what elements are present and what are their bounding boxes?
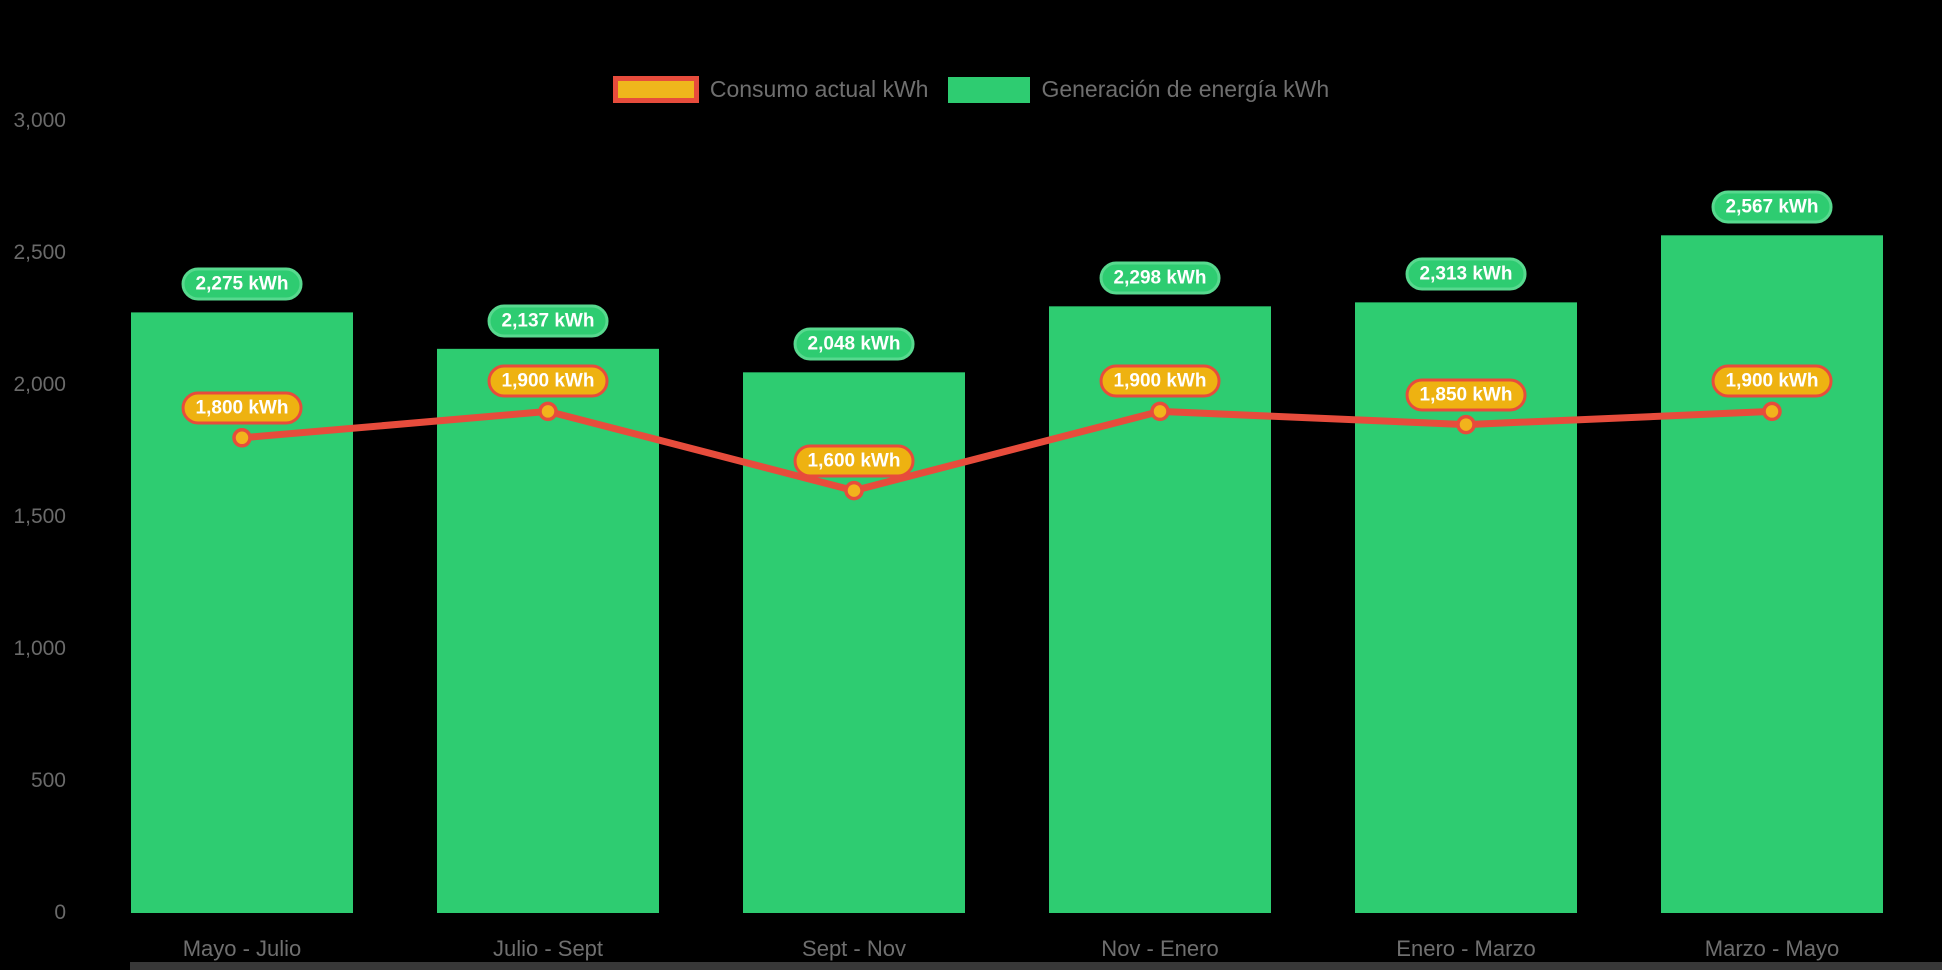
bar-2[interactable] bbox=[437, 348, 659, 913]
legend-swatch-generacion-icon bbox=[948, 76, 1031, 103]
x-axis-label: Julio - Sept bbox=[492, 936, 604, 961]
line-value-badge: 1,800 kWh bbox=[181, 391, 303, 425]
line-value-badge: 1,900 kWh bbox=[1711, 364, 1833, 398]
x-axis-label: Nov - Enero bbox=[1101, 936, 1219, 961]
line-point-5[interactable] bbox=[1456, 414, 1476, 435]
y-tick-label: 1,500 bbox=[13, 505, 66, 528]
line-point-1[interactable] bbox=[232, 428, 252, 448]
bar-6[interactable] bbox=[1661, 235, 1883, 913]
x-axis-label: Sept - Nov bbox=[802, 936, 906, 961]
y-tick-label: 2,000 bbox=[13, 373, 66, 396]
x-axis-label: Marzo - Mayo bbox=[1704, 936, 1840, 961]
bar-value-badge: 2,313 kWh bbox=[1405, 257, 1527, 291]
legend-swatch-consumo-icon bbox=[612, 76, 699, 103]
line-point-4[interactable] bbox=[1150, 401, 1170, 422]
legend: Consumo actual kWh Generación de energía… bbox=[0, 76, 1942, 103]
x-axis-label: Enero - Marzo bbox=[1396, 936, 1536, 961]
bottom-divider bbox=[130, 962, 1942, 970]
bar-value-badge: 2,048 kWh bbox=[793, 327, 915, 361]
y-tick-label: 3,000 bbox=[13, 109, 66, 132]
consumption-line bbox=[238, 407, 1776, 495]
y-tick-label: 0 bbox=[54, 901, 66, 924]
legend-label-generacion: Generación de energía kWh bbox=[1041, 76, 1330, 102]
y-tick-label: 2,500 bbox=[13, 241, 66, 264]
y-tick-label: 1,000 bbox=[13, 637, 66, 660]
line-value-badge: 1,900 kWh bbox=[487, 364, 609, 398]
line-point-6[interactable] bbox=[1762, 401, 1782, 422]
legend-item-generacion[interactable]: Generación de energía kWh bbox=[948, 76, 1329, 103]
line-value-badge: 1,600 kWh bbox=[793, 444, 915, 478]
legend-label-consumo: Consumo actual kWh bbox=[709, 76, 929, 102]
line-value-badge: 1,850 kWh bbox=[1405, 378, 1527, 412]
line-value-badge: 1,900 kWh bbox=[1099, 364, 1221, 398]
line-point-3[interactable] bbox=[844, 480, 864, 501]
bar-value-badge: 2,275 kWh bbox=[181, 267, 303, 301]
bar-value-badge: 2,567 kWh bbox=[1711, 190, 1833, 224]
legend-item-consumo[interactable]: Consumo actual kWh bbox=[612, 76, 929, 103]
y-tick-label: 500 bbox=[30, 769, 66, 792]
bar-value-badge: 2,137 kWh bbox=[487, 304, 609, 338]
bar-value-badge: 2,298 kWh bbox=[1099, 261, 1221, 295]
x-axis-label: Mayo - Julio bbox=[182, 936, 302, 961]
line-point-2[interactable] bbox=[538, 401, 558, 422]
